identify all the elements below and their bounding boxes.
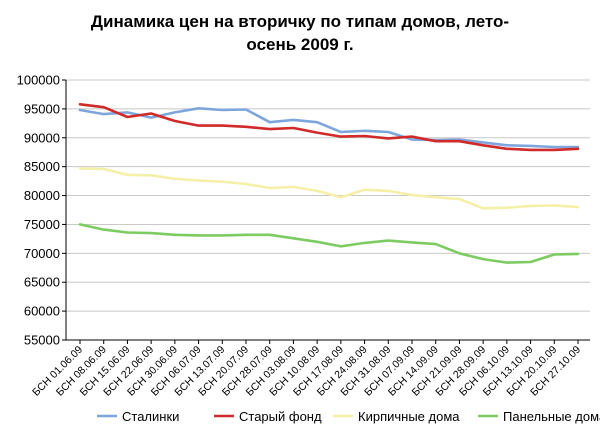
series-line-1 <box>78 103 580 152</box>
y-axis: 55000 60000 65000 70000 75000 80000 85000 90000… <box>17 73 67 348</box>
chart-title-line-2: осень 2009 г. <box>246 35 353 54</box>
y-tick-label: 85000 <box>24 159 60 174</box>
y-tick-label: 60000 <box>24 304 60 319</box>
y-tick-label: 100000 <box>17 73 60 88</box>
legend: Сталинки Старый фонд Кирпичные дома Панельн… <box>97 409 600 424</box>
series-line-2 <box>78 167 580 210</box>
y-tick-label: 90000 <box>24 130 60 145</box>
legend-label-1: Старый фонд <box>239 409 322 424</box>
y-tick-label: 80000 <box>24 188 60 203</box>
legend-label-3: Панельные дома <box>503 409 600 424</box>
legend-label-0: Сталинки <box>122 409 179 424</box>
legend-label-2: Кирпичные дома <box>358 409 460 424</box>
series-line-3 <box>78 223 580 264</box>
y-tick-label: 65000 <box>24 275 60 290</box>
y-tick-label: 75000 <box>24 217 60 232</box>
chart-title-line-1: Динамика цен на вторичку по типам домов,… <box>91 12 509 31</box>
series-lines <box>78 103 580 264</box>
series-line-0 <box>78 107 580 149</box>
y-tick-label: 55000 <box>24 333 60 348</box>
y-tick-label: 95000 <box>24 101 60 116</box>
y-tick-label: 70000 <box>24 246 60 261</box>
gridlines <box>66 79 590 341</box>
